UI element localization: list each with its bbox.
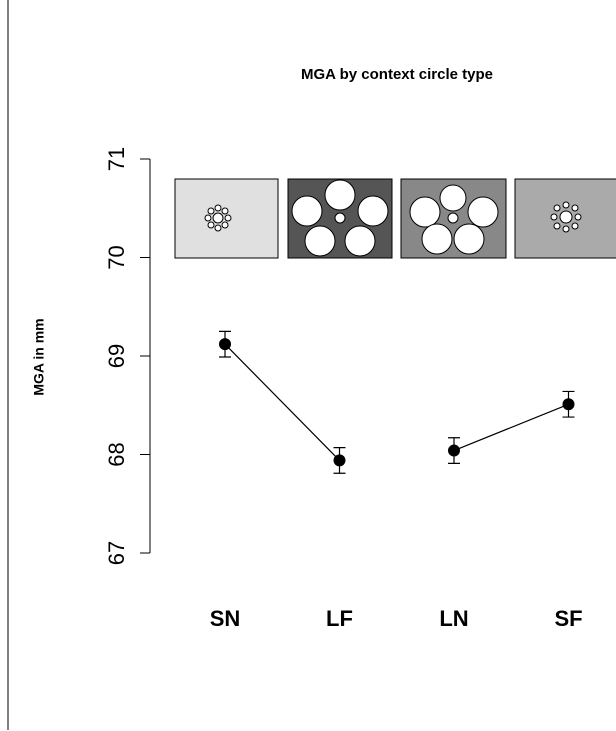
x-tick-label: SN <box>210 606 241 631</box>
data-point <box>333 454 346 467</box>
chart-title: MGA by context circle type <box>301 66 493 83</box>
y-tick-label: 67 <box>104 541 129 565</box>
x-tick-label: LF <box>326 606 353 631</box>
x-tick-label: SF <box>554 606 582 631</box>
y-tick-label: 71 <box>104 147 129 171</box>
y-axis-label: MGA in mm <box>31 318 47 395</box>
data-point <box>562 398 575 411</box>
y-tick-label: 68 <box>104 442 129 466</box>
y-tick-label: 69 <box>104 344 129 368</box>
x-tick-label: LN <box>439 606 468 631</box>
data-point <box>448 444 460 457</box>
data-point <box>219 338 231 351</box>
series-line <box>453 403 569 452</box>
context-icons <box>174 178 616 259</box>
series-line <box>224 343 340 461</box>
y-tick-label: 70 <box>104 245 129 269</box>
